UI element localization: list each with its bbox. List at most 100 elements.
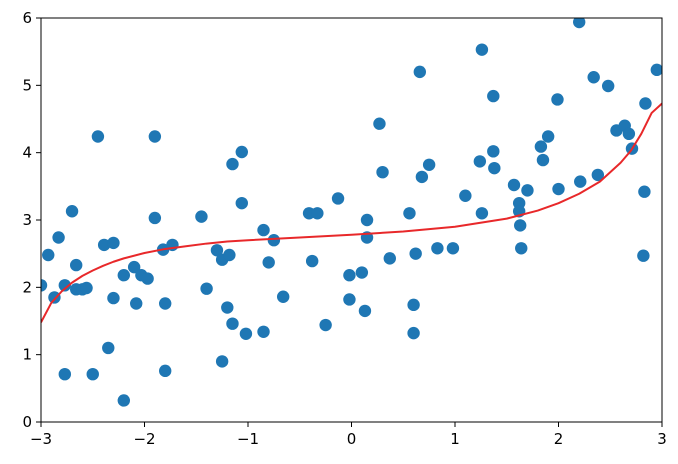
data-point	[58, 279, 72, 292]
data-point	[226, 317, 239, 330]
data-point	[574, 175, 587, 188]
data-point	[638, 185, 651, 198]
data-point	[552, 182, 565, 196]
data-point	[86, 367, 99, 381]
data-point	[235, 145, 248, 159]
y-tick-label: 5	[22, 76, 32, 94]
data-point	[69, 258, 83, 272]
data-point	[80, 281, 93, 295]
x-tick-label: 2	[554, 430, 564, 448]
data-point	[235, 196, 248, 210]
data-point	[507, 178, 521, 192]
data-point	[591, 168, 605, 182]
x-tick-label: 1	[450, 430, 460, 448]
x-tick-label: 0	[347, 430, 357, 448]
data-point	[487, 145, 500, 158]
data-point	[223, 248, 236, 262]
y-tick-label: 4	[22, 144, 32, 162]
data-point	[409, 247, 422, 260]
data-point	[267, 234, 281, 247]
data-point	[473, 155, 487, 168]
data-point	[422, 158, 436, 171]
data-point	[376, 165, 389, 179]
data-point	[41, 279, 48, 292]
data-point	[141, 272, 154, 285]
data-point	[383, 252, 396, 265]
data-point	[91, 130, 105, 143]
data-point	[48, 291, 61, 304]
data-point	[200, 282, 213, 295]
data-point	[622, 127, 636, 141]
data-point	[358, 304, 372, 318]
data-point	[541, 130, 555, 143]
data-point	[413, 65, 427, 79]
data-point	[276, 290, 290, 303]
data-point	[650, 63, 662, 77]
data-point	[487, 89, 500, 103]
data-point	[159, 297, 172, 310]
data-point	[407, 298, 420, 312]
data-point	[107, 291, 120, 305]
data-point	[226, 157, 239, 171]
data-point	[521, 184, 534, 197]
data-point	[446, 242, 460, 255]
data-point	[475, 43, 489, 56]
data-point	[210, 244, 224, 257]
data-point	[355, 266, 369, 279]
data-point	[343, 269, 356, 282]
data-point	[587, 71, 600, 84]
data-point	[637, 249, 650, 262]
x-tick-label: 3	[657, 430, 667, 448]
data-layer	[41, 18, 662, 407]
data-point	[262, 256, 275, 269]
data-point	[551, 93, 564, 106]
data-point	[639, 97, 652, 110]
data-point	[459, 189, 472, 202]
data-point	[360, 213, 374, 227]
data-point	[221, 301, 234, 314]
y-tick-label: 2	[22, 278, 32, 296]
data-point	[127, 260, 141, 274]
data-point	[102, 341, 115, 355]
data-point	[65, 205, 79, 218]
data-point	[257, 325, 270, 338]
plot-area	[41, 18, 662, 407]
data-point	[130, 297, 143, 310]
data-point	[159, 364, 172, 378]
data-point	[573, 18, 586, 29]
data-point	[215, 355, 229, 368]
data-point	[407, 326, 420, 340]
data-point	[117, 269, 130, 282]
data-point	[475, 207, 489, 220]
data-point	[257, 223, 270, 237]
data-point	[42, 248, 55, 262]
data-point	[373, 117, 386, 130]
data-point	[415, 170, 429, 184]
data-point	[239, 327, 253, 340]
data-point	[319, 318, 332, 332]
data-point	[97, 238, 111, 252]
x-tick-label: −1	[237, 430, 259, 448]
data-point	[343, 293, 356, 306]
data-point	[514, 219, 527, 232]
y-tick-label: 3	[22, 211, 32, 229]
data-point	[52, 231, 65, 244]
x-tick-label: −3	[30, 430, 52, 448]
data-point	[601, 79, 615, 93]
axes-frame	[40, 17, 663, 423]
y-tick-label: 0	[22, 413, 32, 431]
data-point	[515, 242, 528, 255]
data-point	[534, 140, 548, 153]
data-point	[305, 254, 319, 268]
data-point	[107, 236, 120, 250]
data-point	[195, 210, 208, 223]
data-point	[311, 207, 324, 220]
y-tick-label: 6	[22, 9, 32, 27]
data-point	[148, 211, 162, 225]
x-tick-label: −2	[133, 430, 155, 448]
axes: −3 −2 −1 0 1 2 3 0 1 2 3 4 5 6	[22, 9, 666, 448]
data-point	[148, 130, 162, 143]
y-tick-label: 1	[22, 346, 32, 364]
data-point	[431, 242, 444, 255]
